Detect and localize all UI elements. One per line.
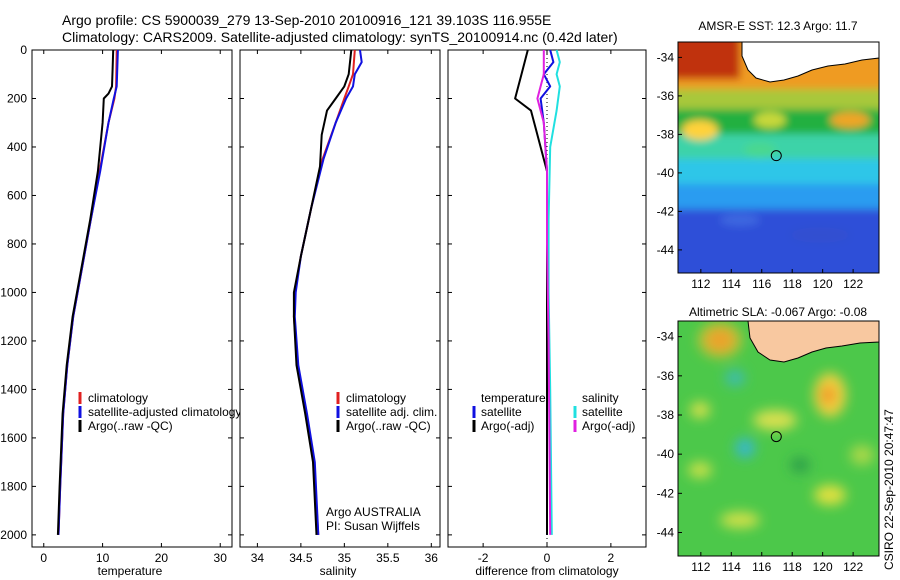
difference-legend-label-1: temperature <box>481 391 546 405</box>
sst-map-frame <box>677 41 880 274</box>
depth-tick-label-1: 200 <box>7 91 27 105</box>
sla-map-ticks: 112 114 116 118 120 122 -34 -36 -38 -40 -42 -44 <box>657 330 864 574</box>
salinity-legend-label-1: climatology <box>346 391 406 405</box>
sla-ytick-label-3: -40 <box>657 447 675 461</box>
salinity-legend: climatology satellite adj. clim. Argo(..… <box>336 391 437 433</box>
sla-xtick-label-2: 116 <box>752 560 771 574</box>
figure-title-line1: Argo profile: CS 5900039_279 13-Sep-2010… <box>62 12 551 28</box>
salinity-panel: 34 34.5 35 35.5 36 salinity climatology sate… <box>239 49 441 578</box>
salinity-annotation-1: Argo AUSTRALIA <box>326 505 421 519</box>
salinity-xlabel: salinity <box>320 564 357 578</box>
temperature-ticks: 0 200 400 600 800 1000 1200 1400 1600 1800 2000 0 10… <box>0 43 232 565</box>
sst-coastline-land <box>741 41 880 83</box>
depth-tick-label-7: 1400 <box>0 382 27 396</box>
temperature-xtick-label-1: 10 <box>96 551 110 565</box>
difference-series-line-3 <box>536 50 552 535</box>
difference-panel: -2 0 2 difference from climatology tempera… <box>447 49 647 578</box>
sla-ytick-label-4: -42 <box>657 486 675 500</box>
sla-ytick-label-2: -38 <box>657 408 675 422</box>
salinity-xtick-label-1: 34.5 <box>289 551 313 565</box>
depth-tick-label-10: 2000 <box>0 528 27 542</box>
depth-tick-label-4: 800 <box>7 237 27 251</box>
depth-tick-label-6: 1200 <box>0 334 27 348</box>
temperature-lines <box>56 49 119 535</box>
temperature-legend-label-1: climatology <box>88 391 148 405</box>
temperature-axes <box>31 49 233 548</box>
salinity-annotation-2: PI: Susan Wijffels <box>326 519 420 533</box>
salinity-ticks: 34 34.5 35 35.5 36 <box>240 49 440 565</box>
difference-legend-label-2: satellite <box>481 405 522 419</box>
depth-tick-label-2: 400 <box>7 140 27 154</box>
depth-tick-label-8: 1600 <box>0 431 27 445</box>
temperature-xtick-label-2: 20 <box>155 551 169 565</box>
temperature-legend: climatology satellite-adjusted climatolo… <box>78 391 241 433</box>
temperature-legend-label-2: satellite-adjusted climatology <box>88 405 241 419</box>
salinity-xtick-label-4: 36 <box>425 551 439 565</box>
depth-tick-label-3: 600 <box>7 188 27 202</box>
sst-ytick-label-2: -38 <box>657 127 675 141</box>
sst-xtick-label-5: 122 <box>843 277 863 291</box>
sla-xtick-label-1: 114 <box>722 560 741 574</box>
sla-map-frame <box>677 320 880 557</box>
sst-xtick-label-0: 112 <box>691 277 710 291</box>
difference-legend: temperature satellite Argo(-adj) salinit… <box>472 391 635 433</box>
sst-ytick-label-4: -42 <box>657 204 675 218</box>
sst-xtick-label-2: 116 <box>752 277 771 291</box>
sla-ytick-label-1: -36 <box>657 369 675 383</box>
salinity-xtick-label-3: 35.5 <box>376 551 400 565</box>
difference-legend-label-6: Argo(-adj) <box>582 419 635 433</box>
sla-ytick-label-5: -44 <box>657 526 675 540</box>
sst-xtick-label-4: 120 <box>813 277 833 291</box>
difference-legend-label-4: salinity <box>582 391 619 405</box>
sla-argo-position-marker <box>770 431 782 443</box>
depth-tick-label-9: 1800 <box>0 479 27 493</box>
sla-map-title: Altimetric SLA: -0.067 Argo: -0.08 <box>689 305 867 319</box>
sst-ytick-label-5: -44 <box>657 243 675 257</box>
temperature-xlabel: temperature <box>98 564 163 578</box>
sla-xtick-label-3: 118 <box>783 560 802 574</box>
salinity-series-line-2 <box>292 49 353 535</box>
sst-ytick-label-1: -36 <box>657 89 675 103</box>
sst-xtick-label-1: 114 <box>722 277 741 291</box>
sst-map-ticks: 112 114 116 118 120 122 -34 -36 -38 -40 -42 -44 <box>657 50 864 291</box>
sla-ytick-label-0: -34 <box>657 330 675 344</box>
sst-xtick-label-3: 118 <box>783 277 802 291</box>
salinity-lines <box>292 49 363 535</box>
difference-legend-label-5: satellite <box>582 405 623 419</box>
salinity-xtick-label-0: 34 <box>251 551 265 565</box>
sla-xtick-label-5: 122 <box>843 560 863 574</box>
credit-text: CSIRO 22-Sep-2010 20:47:47 <box>882 409 896 570</box>
temperature-xtick-label-3: 30 <box>214 551 228 565</box>
sst-ytick-label-0: -34 <box>657 50 675 64</box>
depth-tick-label-0: 0 <box>20 43 27 57</box>
difference-xtick-label-2: 2 <box>608 551 615 565</box>
salinity-legend-label-3: Argo(..raw -QC) <box>346 419 431 433</box>
difference-xlabel: difference from climatology <box>475 564 618 578</box>
difference-legend-label-3: Argo(-adj) <box>481 419 534 433</box>
sla-xtick-label-4: 120 <box>813 560 833 574</box>
salinity-legend-label-2: satellite adj. clim. <box>346 405 437 419</box>
sla-map-panel: Altimetric SLA: -0.067 Argo: -0.08 112 <box>657 305 880 574</box>
figure-title-line2: Climatology: CARS2009. Satellite-adjuste… <box>62 29 618 45</box>
temperature-legend-label-3: Argo(..raw -QC) <box>88 419 173 433</box>
difference-xtick-label-0: -2 <box>478 551 489 565</box>
sst-map-panel: AMSR-E SST: 12.3 Argo: 11.7 112 114 11 <box>657 19 880 291</box>
sla-map-field <box>678 321 879 556</box>
difference-xtick-label-1: 0 <box>544 551 551 565</box>
sst-argo-position-marker <box>770 150 782 162</box>
depth-tick-label-5: 1000 <box>0 285 27 299</box>
sst-ytick-label-3: -40 <box>657 166 675 180</box>
temperature-xtick-label-0: 0 <box>40 551 47 565</box>
temperature-panel: 0 200 400 600 800 1000 1200 1400 1600 1800 2000 0 10… <box>0 43 241 578</box>
salinity-xtick-label-2: 35 <box>338 551 352 565</box>
sla-xtick-label-0: 112 <box>691 560 710 574</box>
difference-lines <box>514 49 561 547</box>
sst-map-title: AMSR-E SST: 12.3 Argo: 11.7 <box>698 19 858 33</box>
temperature-series-line-2 <box>56 49 115 535</box>
salinity-axes <box>239 49 441 548</box>
